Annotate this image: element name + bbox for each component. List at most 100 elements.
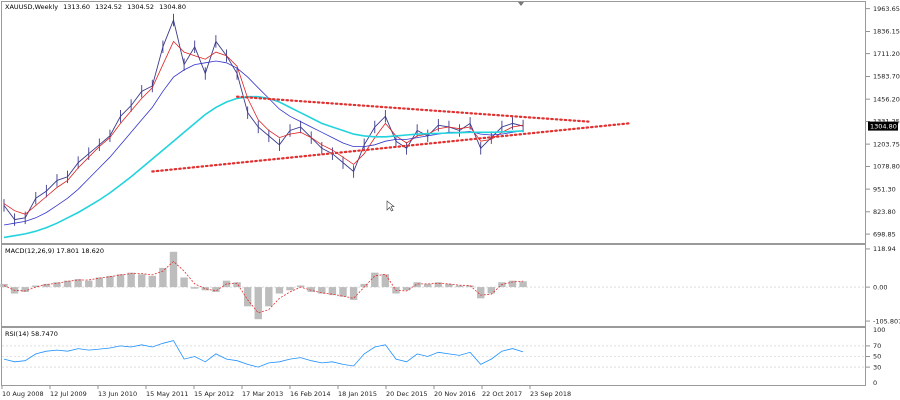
macd-bar xyxy=(116,274,125,288)
symbol-label: XAUUSD xyxy=(5,3,33,11)
macd-bar xyxy=(21,287,29,292)
price-tick-label: 698.85 xyxy=(873,230,896,238)
macd-bar xyxy=(445,283,453,288)
chart-header: XAUUSD,Weekly 1313.60 1324.52 1304.52 13… xyxy=(5,3,186,11)
macd-bar xyxy=(434,282,443,288)
macd-tick-label: 118.94 xyxy=(873,245,896,253)
macd-bar xyxy=(360,283,368,288)
macd-bar xyxy=(212,287,220,292)
series-ma-mid xyxy=(3,60,524,226)
macd-bar xyxy=(318,287,326,294)
rsi-tick-label: 0 xyxy=(873,379,877,387)
macd-bar xyxy=(32,285,40,288)
x-tick-label: 17 Mar 2013 xyxy=(242,390,283,398)
macd-bar xyxy=(381,274,390,288)
x-tick-label: 13 Jun 2010 xyxy=(98,390,137,398)
price-tick-label: 1836.15 xyxy=(873,28,900,36)
mouse-cursor-icon xyxy=(386,200,395,212)
macd-bar xyxy=(169,251,178,288)
price-tick-label: 1203.75 xyxy=(873,140,900,148)
macd-bar xyxy=(95,277,104,288)
x-tick-label: 23 Sep 2018 xyxy=(530,390,571,398)
x-tick-label: 12 Jul 2009 xyxy=(50,390,87,398)
price-tick-label: 951.30 xyxy=(873,185,896,193)
macd-bar xyxy=(307,287,315,292)
macd-bar xyxy=(0,283,8,288)
svg-text:1304.80: 1304.80 xyxy=(870,122,897,130)
price-tick-label: 1963.65 xyxy=(873,5,900,13)
macd-bar xyxy=(159,267,167,288)
ohlc-low: 1304.52 xyxy=(127,3,154,11)
macd-bar xyxy=(339,287,347,297)
rsi-label: RSI(14) 58.7470 xyxy=(5,330,58,338)
macd-bar xyxy=(180,277,188,288)
price-tick-label: 1583.70 xyxy=(873,73,900,81)
macd-bar xyxy=(328,287,337,296)
ohlc-open: 1313.60 xyxy=(63,3,90,11)
macd-bar xyxy=(477,287,485,299)
price-tick-label: 1711.20 xyxy=(873,50,900,58)
trendline[interactable] xyxy=(151,122,630,173)
macd-bar xyxy=(233,282,241,288)
macd-bar xyxy=(455,285,464,288)
macd-bar xyxy=(53,282,61,288)
x-tick-label: 15 Apr 2012 xyxy=(194,390,234,398)
main-panel xyxy=(1,1,866,244)
macd-tick-label: -105.807 xyxy=(873,317,900,325)
macd-bar xyxy=(413,282,421,288)
rsi-tick-label: 30 xyxy=(873,363,881,371)
macd-bar xyxy=(424,283,432,288)
macd-bar xyxy=(42,283,51,288)
macd-bar xyxy=(190,287,199,289)
timeframe-label: Weekly xyxy=(35,3,59,11)
ohlc-close: 1304.80 xyxy=(159,3,186,11)
x-tick-label: 18 Jan 2015 xyxy=(338,390,377,398)
x-tick-label: 15 May 2011 xyxy=(146,390,188,398)
macd-bar xyxy=(508,280,517,288)
rsi-tick-label: 70 xyxy=(873,342,881,350)
macd-bar xyxy=(106,275,114,288)
ohlc-high: 1324.52 xyxy=(95,3,122,11)
macd-bar xyxy=(402,287,411,291)
price-tick-label: 1078.80 xyxy=(873,163,900,171)
macd-bar xyxy=(201,287,209,291)
macd-bar xyxy=(296,285,305,288)
x-tick-label: 16 Feb 2014 xyxy=(290,390,330,398)
macd-bar xyxy=(466,285,474,288)
rsi-tick-label: 100 xyxy=(873,326,885,334)
macd-bar xyxy=(275,287,284,294)
macd-bar xyxy=(265,287,273,307)
macd-bar xyxy=(74,279,82,288)
macd-bar xyxy=(127,272,135,288)
x-tick-label: 10 Aug 2008 xyxy=(2,390,44,398)
x-tick-label: 20 Nov 2016 xyxy=(434,390,476,398)
macd-bar xyxy=(148,275,157,288)
price-tick-label: 1456.20 xyxy=(873,95,900,103)
trendline[interactable] xyxy=(235,95,590,123)
macd-bar xyxy=(138,274,146,288)
series-ma-slow xyxy=(3,95,524,239)
macd-bar xyxy=(63,280,72,288)
macd-bar xyxy=(371,272,379,288)
macd-bar xyxy=(85,280,93,288)
rsi-panel xyxy=(1,327,866,386)
shift-marker-icon[interactable] xyxy=(518,2,524,6)
x-tick-label: 22 Oct 2017 xyxy=(482,390,522,398)
rsi-line xyxy=(3,340,524,368)
macd-bar xyxy=(243,287,252,307)
macd-bar xyxy=(286,287,294,291)
series-price xyxy=(3,18,524,221)
macd-bar xyxy=(487,287,496,294)
price-tick-label: 823.80 xyxy=(873,208,896,216)
x-tick-label: 20 Dec 2015 xyxy=(386,390,428,398)
current-price-badge: 1304.80 xyxy=(868,121,898,131)
rsi-tick-label: 50 xyxy=(873,353,881,361)
macd-bar xyxy=(519,281,527,288)
macd-tick-label: 0.00 xyxy=(873,283,887,291)
macd-signal-line xyxy=(3,260,524,314)
price-tick-label: 1331.25 xyxy=(873,118,900,126)
macd-bar xyxy=(349,287,358,300)
series-ma-fast xyxy=(3,40,524,215)
